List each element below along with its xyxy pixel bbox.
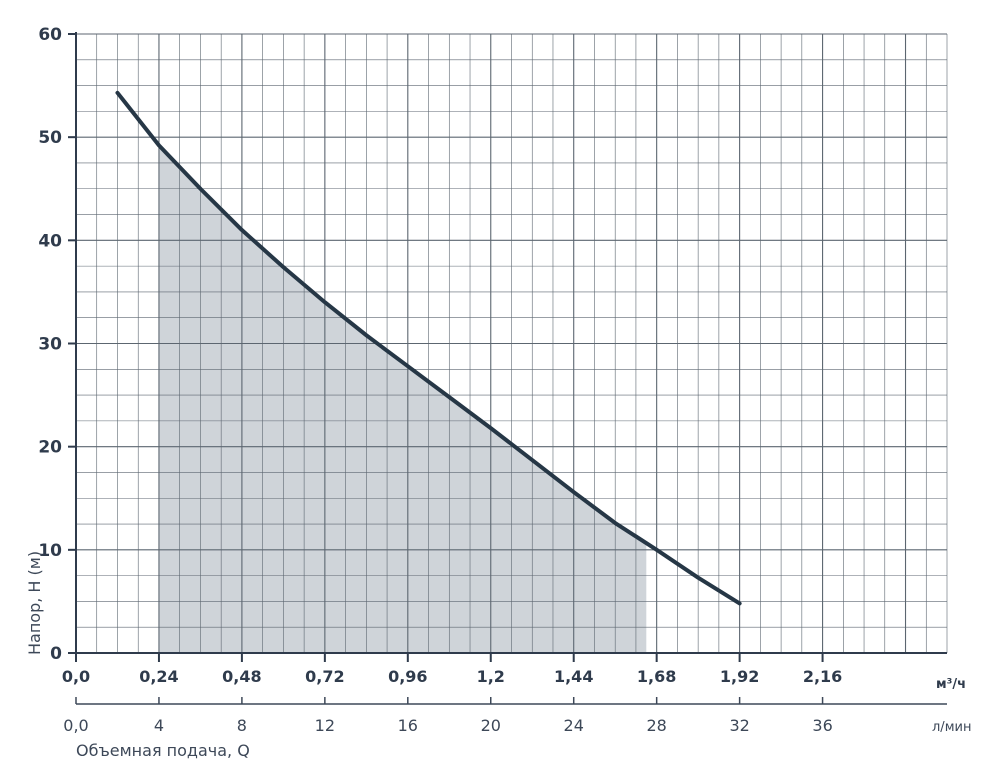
x-tick-label-m3h: 1,2 xyxy=(477,667,505,686)
y-tick-label: 40 xyxy=(38,231,62,251)
x-tick-label-m3h: 1,68 xyxy=(637,667,676,686)
curve-point xyxy=(531,458,534,462)
y-tick-label: 60 xyxy=(38,25,62,45)
x-tick-label-m3h: 0,24 xyxy=(139,667,178,686)
x-tick-label-lmin: 20 xyxy=(481,716,501,735)
curve-point xyxy=(157,144,161,147)
y-tick-label: 20 xyxy=(38,438,62,458)
y-axis-title: Напор, H (м) xyxy=(25,551,44,655)
curve-point xyxy=(116,91,119,95)
x-tick-label-m3h: 0,0 xyxy=(62,667,90,686)
curve-point xyxy=(323,301,327,304)
x-tick-label-lmin: 12 xyxy=(315,716,335,735)
x-tick-label-lmin: 4 xyxy=(154,716,164,735)
x-tick-label-lmin: 0,0 xyxy=(63,716,88,735)
curve-point xyxy=(696,576,700,579)
x-tick-label-m3h: 2,16 xyxy=(803,667,842,686)
y-tick-label: 10 xyxy=(38,541,62,561)
curve-point xyxy=(448,395,451,399)
curve-point xyxy=(406,365,410,368)
curve-point xyxy=(282,265,285,269)
curve-point xyxy=(365,334,368,337)
operating-range-area xyxy=(158,145,647,654)
x-unit-m3h: м³/ч xyxy=(936,677,966,692)
x-tick-label-m3h: 0,72 xyxy=(305,667,344,686)
x-tick-label-m3h: 0,48 xyxy=(222,667,261,686)
x-axis-title: Объемная подача, Q xyxy=(76,741,250,760)
y-tick-label: 0 xyxy=(50,644,62,664)
x-tick-label-lmin: 24 xyxy=(564,716,584,735)
curve-point xyxy=(240,228,244,232)
x-tick-label-lmin: 28 xyxy=(646,716,666,735)
x-tick-label-m3h: 1,92 xyxy=(720,667,759,686)
curve-point xyxy=(613,521,617,525)
x-tick-label-m3h: 1,44 xyxy=(554,667,593,686)
y-tick-label: 30 xyxy=(38,335,62,355)
x-tick-label-lmin: 8 xyxy=(237,716,247,735)
x-unit-lmin: л/мин xyxy=(932,720,971,735)
y-tick-label: 50 xyxy=(38,128,62,148)
x-tick-label-m3h: 0,96 xyxy=(388,667,427,686)
curve-point xyxy=(572,490,575,494)
curve-point xyxy=(199,187,202,190)
curve-point xyxy=(738,602,741,605)
x-tick-label-lmin: 16 xyxy=(398,716,418,735)
curve-point xyxy=(489,426,492,430)
curve-point xyxy=(655,548,658,552)
x-tick-label-lmin: 32 xyxy=(729,716,749,735)
x-tick-label-lmin: 36 xyxy=(812,716,832,735)
head-flow-curve xyxy=(115,90,742,606)
